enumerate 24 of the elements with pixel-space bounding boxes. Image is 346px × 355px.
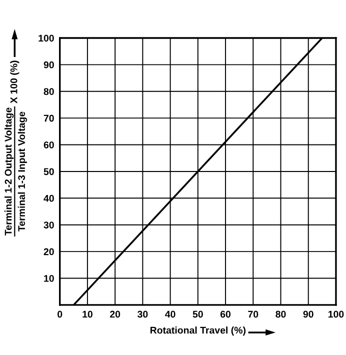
y-tick-label: 20 (44, 248, 54, 256)
x-tick-label: 80 (276, 310, 286, 318)
x-tick-label: 50 (192, 310, 203, 318)
y-tick-label: 50 (44, 168, 54, 176)
y-axis-title: Terminal 1-2 Output Voltage Terminal 1-3 Input Voltage (4, 108, 27, 236)
y-tick-label: 90 (44, 61, 54, 68)
x-tick-label: 40 (165, 310, 176, 318)
x-tick-label: 60 (220, 310, 231, 318)
y-tick-label: 60 (44, 142, 54, 148)
x-tick-label: 30 (138, 310, 148, 318)
x-axis-title: Rotational Travel (%) (150, 326, 246, 336)
x-tick-label: 10 (82, 310, 92, 318)
y-tick-label: 100 (38, 34, 54, 42)
y-tick-label: 40 (44, 194, 54, 202)
text: X 100 (%) (10, 60, 20, 104)
y-tick-label: 30 (44, 222, 54, 228)
x-tick-label: 20 (110, 310, 120, 318)
y-tick-label: 10 (44, 274, 54, 282)
x-tick-label: 70 (248, 310, 258, 318)
x-tick-label: 0 (58, 310, 62, 318)
x-tick-label: 100 (328, 310, 344, 318)
y-tick-label: 80 (44, 88, 54, 95)
x-tick-label: 90 (303, 310, 314, 318)
y-tick-label: 70 (44, 114, 54, 122)
